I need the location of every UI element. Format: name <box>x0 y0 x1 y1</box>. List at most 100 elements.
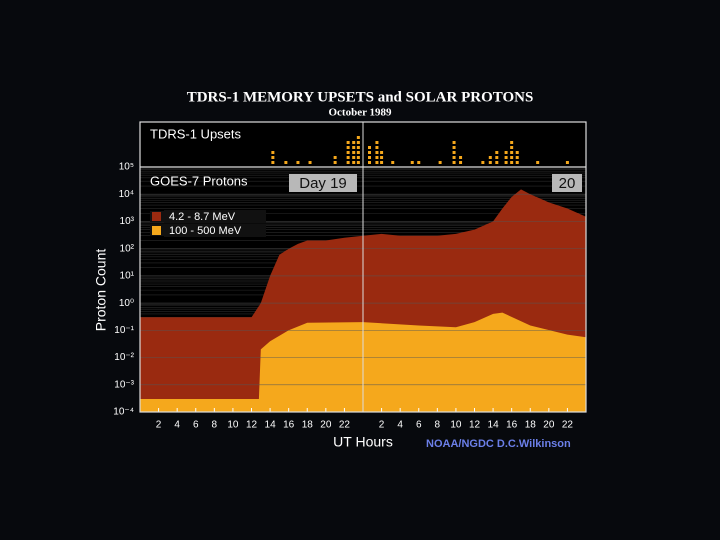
legend-bg <box>164 224 266 237</box>
upset-dot <box>391 161 395 164</box>
upset-dot <box>375 146 379 149</box>
upset-column <box>284 161 288 164</box>
legend-bg <box>164 210 266 223</box>
upset-dot <box>368 151 372 154</box>
upset-column <box>481 161 485 164</box>
credit: NOAA/NGDC D.C.Wilkinson <box>426 438 571 450</box>
upset-dot <box>504 156 508 159</box>
x-tick-label: 8 <box>435 420 441 431</box>
upset-dot <box>356 161 360 164</box>
upset-column <box>495 151 499 164</box>
upset-dot <box>481 161 485 164</box>
y-tick-label: 10⁵ <box>119 162 134 173</box>
x-tick-label: 14 <box>265 420 277 431</box>
upset-dot <box>495 156 499 159</box>
upset-dot <box>488 161 492 164</box>
x-tick-label: 16 <box>506 420 518 431</box>
upset-dot <box>459 161 463 164</box>
y-tick-label: 10⁻³ <box>114 379 134 390</box>
upset-dot <box>452 146 456 149</box>
upset-dot <box>380 156 384 159</box>
upset-dot <box>368 161 372 164</box>
upset-dot <box>438 161 442 164</box>
upset-dot <box>352 151 356 154</box>
x-tick-label: 12 <box>469 420 481 431</box>
upset-dot <box>375 141 379 144</box>
upset-dot <box>495 151 499 154</box>
upset-dot <box>536 161 540 164</box>
x-tick-label: 12 <box>246 420 258 431</box>
upset-column <box>375 141 379 164</box>
upset-dot <box>375 151 379 154</box>
upset-dot <box>515 156 519 159</box>
y-tick-label: 10¹ <box>120 271 135 282</box>
upset-dot <box>565 161 569 164</box>
upset-dot <box>504 161 508 164</box>
y-tick-label: 10⁻² <box>114 352 134 363</box>
x-tick-label: 20 <box>543 420 555 431</box>
day-label: Day 19 <box>299 175 347 192</box>
panel-label: GOES-7 Protons <box>150 173 248 188</box>
plot-frame <box>139 121 587 413</box>
upset-dot <box>515 151 519 154</box>
x-tick-label: 14 <box>488 420 500 431</box>
upset-column <box>391 161 395 164</box>
x-tick-label: 10 <box>450 420 462 431</box>
upset-dot <box>352 141 356 144</box>
upset-column <box>565 161 569 164</box>
plot: 10⁻⁴ 10⁻³ 10⁻² 10⁻¹ 10⁰ 10¹ 10² 10³ 10⁴ 10⁵ 2 4 6 8 10… <box>113 121 587 431</box>
upset-dot <box>308 161 312 164</box>
upset-dot <box>356 141 360 144</box>
upset-column <box>368 146 372 164</box>
upset-dot <box>346 141 350 144</box>
day-badge <box>552 174 582 192</box>
chart-title: TDRS-1 MEMORY UPSETS and SOLAR PROTONS <box>187 89 534 105</box>
upset-column <box>346 141 350 164</box>
upset-dot <box>352 161 356 164</box>
upsets-label: TDRS-1 Upsets <box>150 126 242 141</box>
y-tick-label: 10³ <box>120 216 135 227</box>
upset-dot <box>495 161 499 164</box>
x-tick-label: 2 <box>379 420 385 431</box>
upset-column <box>380 151 384 164</box>
y-tick-label: 10⁰ <box>119 298 134 309</box>
x-tick-label: 22 <box>562 420 574 431</box>
legend-label: 100 - 500 MeV <box>169 225 242 237</box>
upset-dot <box>271 151 275 154</box>
upset-dot <box>375 161 379 164</box>
y-tick-label: 10⁻¹ <box>114 325 134 336</box>
upset-dot <box>380 151 384 154</box>
upset-column <box>308 161 312 164</box>
upset-dot <box>356 136 360 139</box>
x-tick-label: 10 <box>227 420 239 431</box>
upset-dot <box>271 161 275 164</box>
upset-column <box>515 151 519 164</box>
upset-dot <box>296 161 300 164</box>
x-tick-label: 18 <box>525 420 537 431</box>
upset-column <box>452 141 456 164</box>
x-tick-label: 6 <box>416 420 422 431</box>
upset-dot <box>333 156 337 159</box>
upset-dot <box>510 161 514 164</box>
upset-dot <box>452 156 456 159</box>
y-tick-label: 10⁻⁴ <box>113 407 134 418</box>
x-tick-label: 2 <box>156 420 162 431</box>
upset-dot <box>459 156 463 159</box>
day-badge <box>289 174 357 192</box>
upset-column <box>296 161 300 164</box>
y-tick-label: 10⁴ <box>119 189 134 200</box>
upset-dot <box>346 151 350 154</box>
x-tick-label: 22 <box>339 420 351 431</box>
upset-dot <box>346 161 350 164</box>
x-tick-label: 16 <box>283 420 295 431</box>
upset-dot <box>346 156 350 159</box>
x-axis-label: UT Hours <box>333 434 393 450</box>
upset-dot <box>368 146 372 149</box>
upset-dot <box>346 146 350 149</box>
upset-dot <box>356 151 360 154</box>
upset-dot <box>504 151 508 154</box>
upset-dot <box>352 156 356 159</box>
upset-dot <box>417 161 421 164</box>
upset-dot <box>356 146 360 149</box>
upset-dot <box>284 161 288 164</box>
